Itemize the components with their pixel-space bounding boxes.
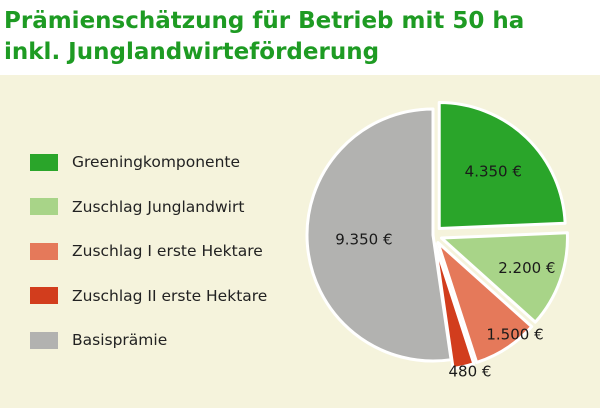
pie-label-zuschlag-i-erste-hektare: 1.500 € [486, 326, 543, 344]
legend-swatch-greeningkomponente [30, 153, 58, 171]
pie-label-basispraemie: 9.350 € [335, 230, 392, 248]
legend-swatch-zuschlag-ii-erste-hektare [30, 287, 58, 305]
pie-slice-greeningkomponente [437, 101, 567, 231]
legend-swatch-zuschlag-i-erste-hektare [30, 242, 58, 260]
legend-item-zuschlag-i-erste-hektare: Zuschlag I erste Hektare [30, 229, 267, 274]
legend-label-zuschlag-i-erste-hektare: Zuschlag I erste Hektare [72, 242, 263, 261]
legend-label-basispraemie: Basisprämie [72, 331, 168, 350]
legend-label-zuschlag-junglandwirt: Zuschlag Junglandwirt [72, 197, 245, 216]
pie-slice-zuschlag-i-erste-hektare [436, 241, 534, 364]
pie-slice-basispraemie [305, 107, 453, 363]
pie-label-zuschlag-ii-erste-hektare: 480 € [449, 363, 492, 381]
legend-swatch-basispraemie [30, 331, 58, 349]
legend-item-basispraemie: Basisprämie [30, 318, 267, 363]
pie-slice-zuschlag-junglandwirt [439, 231, 569, 324]
legend-label-zuschlag-ii-erste-hektare: Zuschlag II erste Hektare [72, 286, 268, 305]
legend-item-zuschlag-junglandwirt: Zuschlag Junglandwirt [30, 185, 267, 230]
chart-title-line-1: Prämienschätzung für Betrieb mit 50 ha [4, 8, 525, 34]
legend-label-greeningkomponente: Greeningkomponente [72, 153, 241, 172]
legend-swatch-zuschlag-junglandwirt [30, 198, 58, 216]
chart-title: Prämienschätzung für Betrieb mit 50 ha i… [4, 6, 524, 68]
chart-title-line-2: inkl. Junglandwirteförderung [4, 39, 380, 65]
legend-item-greeningkomponente: Greeningkomponente [30, 140, 267, 185]
chart-legend: Greeningkomponente Zuschlag Junglandwirt… [30, 140, 267, 363]
pie-label-greeningkomponente: 4.350 € [465, 163, 522, 181]
legend-item-zuschlag-ii-erste-hektare: Zuschlag II erste Hektare [30, 274, 267, 319]
pie-label-zuschlag-junglandwirt: 2.200 € [498, 259, 555, 277]
pie-slice-zuschlag-ii-erste-hektare [433, 242, 476, 370]
